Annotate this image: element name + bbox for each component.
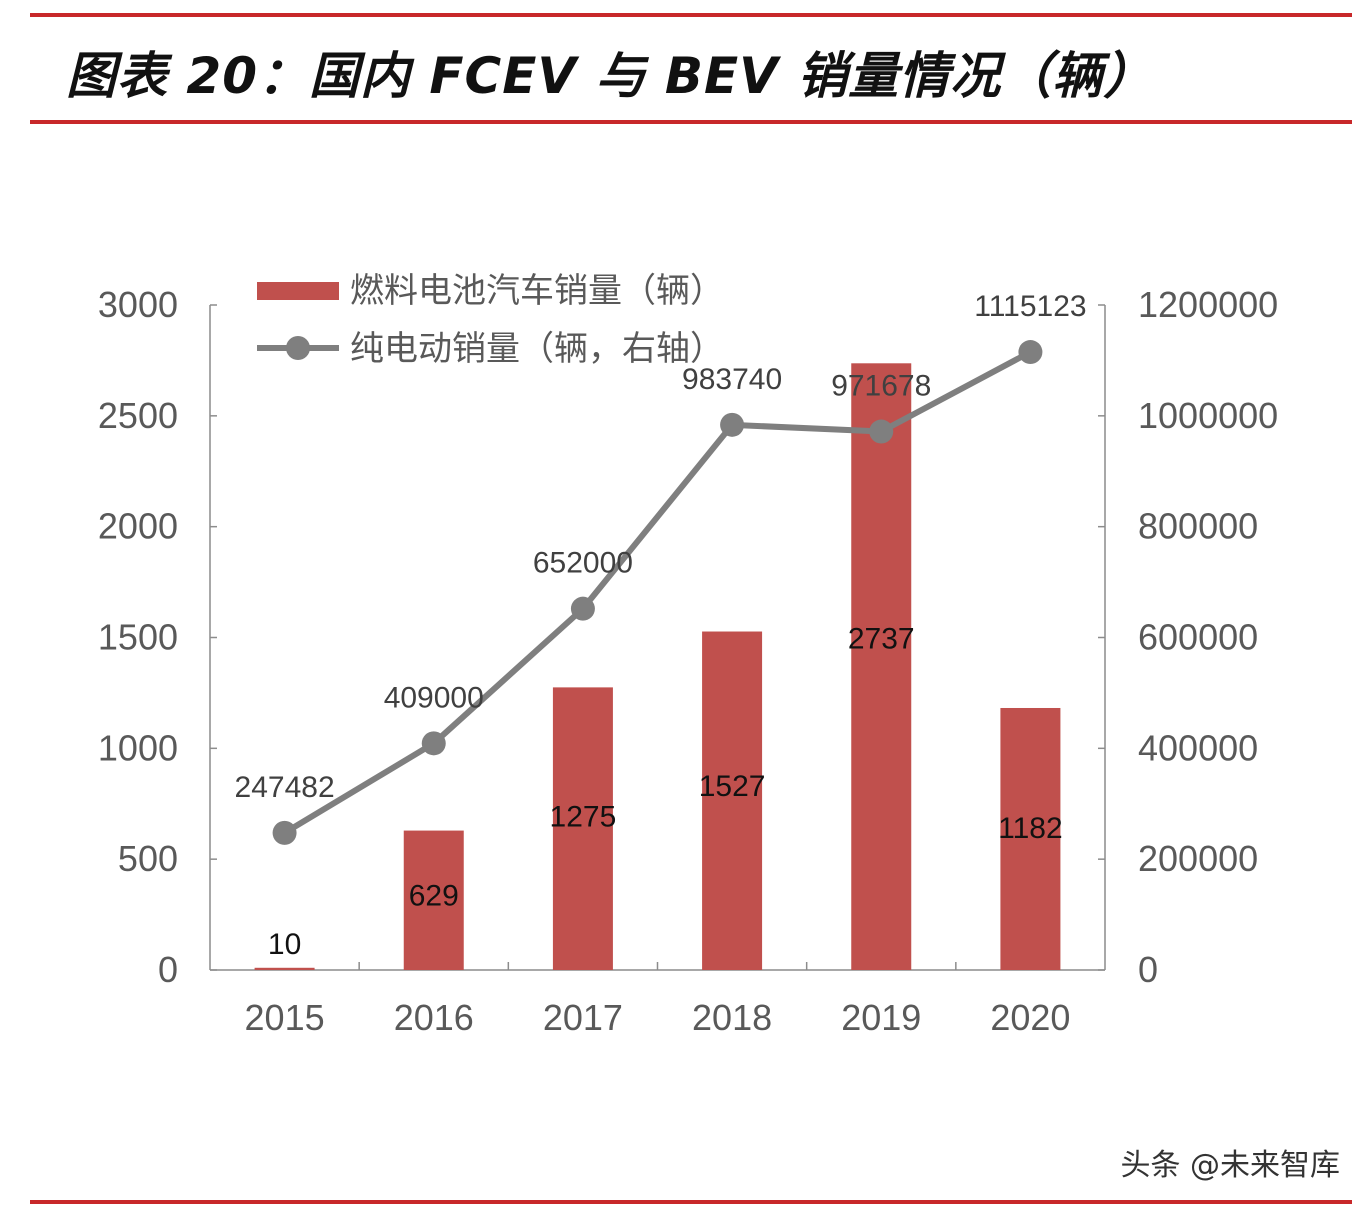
line-value-label: 652000 xyxy=(533,547,633,580)
bev-line xyxy=(283,349,1032,836)
x-axis-tick-label: 2016 xyxy=(394,997,474,1038)
bev-point-2020 xyxy=(1018,340,1043,365)
left-axis-tick-label: 2500 xyxy=(98,395,178,436)
line-value-label: 983740 xyxy=(682,363,782,396)
x-axis-tick-label: 2019 xyxy=(841,997,921,1038)
bar-2015 xyxy=(254,967,315,970)
legend-line-label: 纯电动销量（辆，右轴） xyxy=(350,329,724,369)
left-axis-tick-label: 1000 xyxy=(98,727,178,768)
left-axis-tick-label: 3000 xyxy=(98,284,178,325)
line-value-label: 1115123 xyxy=(974,290,1086,323)
left-axis-tick-label: 0 xyxy=(158,949,178,990)
right-axis-tick-label: 200000 xyxy=(1138,838,1258,879)
right-axis-tick-label: 400000 xyxy=(1138,727,1258,768)
legend-bar-label: 燃料电池汽车销量（辆） xyxy=(350,271,724,311)
title-rule xyxy=(30,120,1352,124)
bar-value-label: 10 xyxy=(268,928,301,961)
right-axis-tick-label: 1200000 xyxy=(1138,284,1278,325)
right-axis-tick-label: 800000 xyxy=(1138,506,1258,547)
x-axis-tick-label: 2015 xyxy=(245,997,325,1038)
line-value-label: 247482 xyxy=(235,771,335,804)
legend-bar-swatch xyxy=(257,282,339,300)
x-axis-tick-label: 2020 xyxy=(990,997,1070,1038)
bar-2020 xyxy=(1000,707,1061,970)
bev-point-2015 xyxy=(272,820,297,845)
bar-value-label: 629 xyxy=(409,879,459,912)
right-axis-tick-label: 0 xyxy=(1138,949,1158,990)
right-axis-tick-label: 1000000 xyxy=(1138,395,1278,436)
line-value-label: 971678 xyxy=(831,370,931,403)
legend-line-marker xyxy=(286,336,310,360)
bar-2016 xyxy=(403,830,464,970)
bar-value-label: 1275 xyxy=(550,801,617,834)
top-rule xyxy=(30,13,1352,17)
left-axis-tick-label: 500 xyxy=(118,838,178,879)
bar-value-label: 2737 xyxy=(848,622,915,655)
x-axis-tick-label: 2018 xyxy=(692,997,772,1038)
bottom-rule xyxy=(30,1200,1352,1204)
bev-point-2018 xyxy=(720,412,745,437)
line-value-label: 409000 xyxy=(384,681,484,714)
bar-value-label: 1182 xyxy=(998,812,1063,845)
bar-2018 xyxy=(702,631,763,970)
bev-point-2016 xyxy=(421,731,446,756)
bev-point-2017 xyxy=(570,596,595,621)
left-axis-tick-label: 1500 xyxy=(98,617,178,658)
right-axis-tick-label: 600000 xyxy=(1138,617,1258,658)
chart-title: 图表 20：国内 FCEV 与 BEV 销量情况（辆） xyxy=(66,47,1155,105)
watermark: 头条 @未来智库 xyxy=(1120,1148,1340,1183)
bar-value-label: 1527 xyxy=(699,770,766,803)
x-axis-tick-label: 2017 xyxy=(543,997,623,1038)
bar-2017 xyxy=(552,687,613,970)
bar-2019 xyxy=(851,363,912,970)
left-axis-tick-label: 2000 xyxy=(98,506,178,547)
bev-point-2019 xyxy=(869,419,894,444)
